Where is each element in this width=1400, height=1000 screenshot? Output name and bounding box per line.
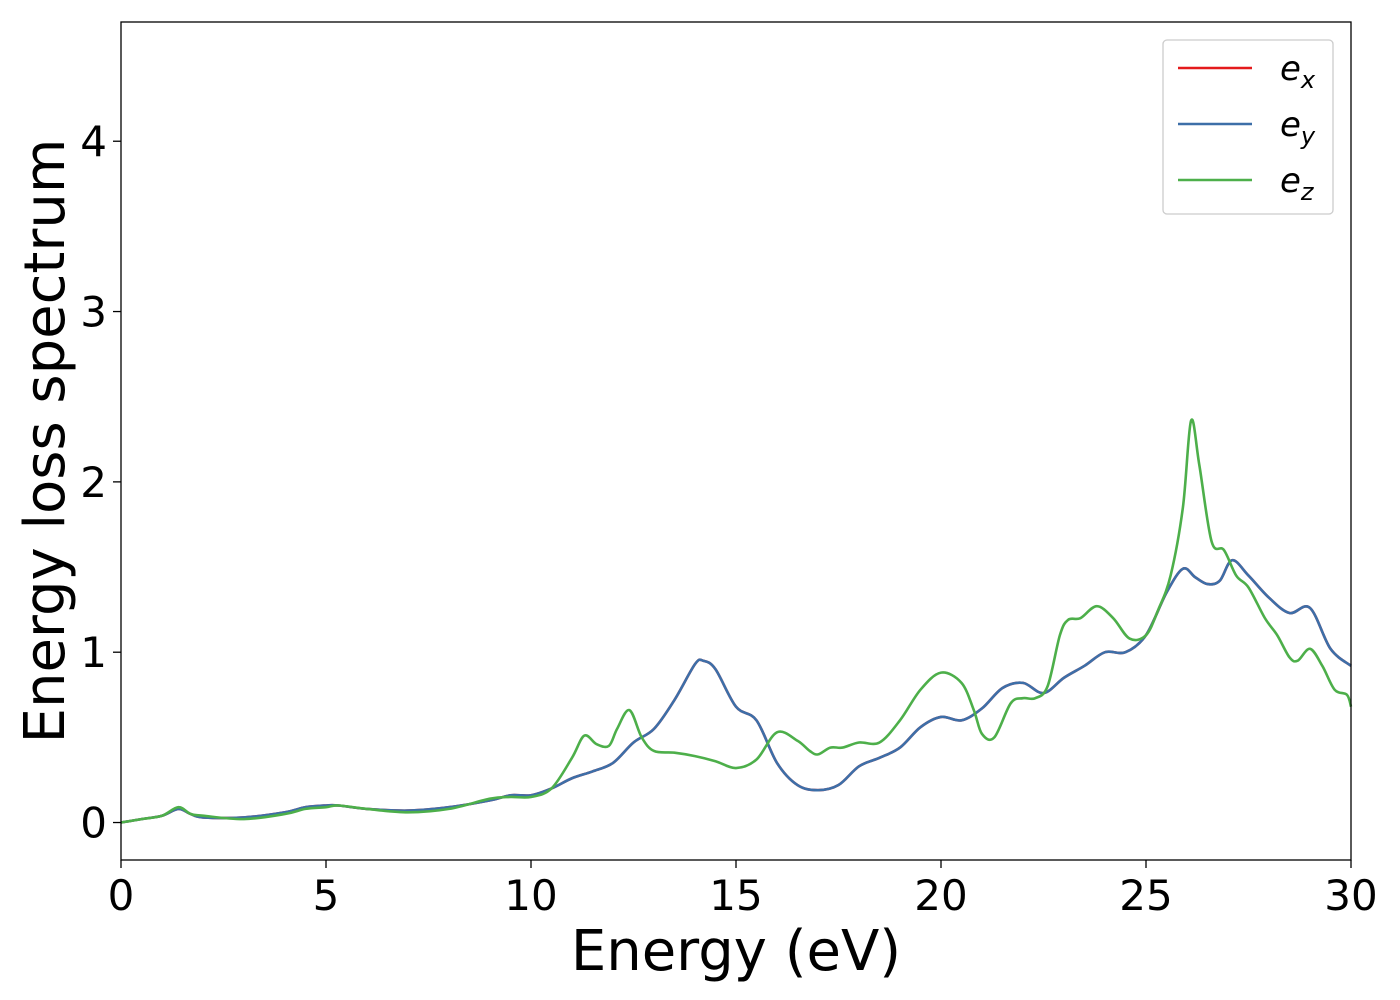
y-tick-label: 3 xyxy=(80,288,107,337)
x-tick-label: 0 xyxy=(108,871,135,920)
x-tick-label: 15 xyxy=(709,871,762,920)
y-tick-label: 1 xyxy=(80,628,107,677)
y-tick-label: 0 xyxy=(80,799,107,848)
series-line-e-z xyxy=(120,418,1353,824)
y-axis-ticks: 0 1 2 3 4 xyxy=(80,117,121,848)
x-tick-label: 20 xyxy=(914,871,967,920)
y-tick-label: 2 xyxy=(80,458,107,507)
series-line-e-x xyxy=(120,558,1352,824)
y-axis-label: Energy loss spectrum xyxy=(13,139,78,744)
x-tick-label: 25 xyxy=(1119,871,1172,920)
legend-box xyxy=(1162,39,1334,215)
plot-lines xyxy=(120,418,1353,824)
x-axis-ticks: 0 5 10 15 20 25 30 xyxy=(108,860,1378,920)
x-tick-label: 10 xyxy=(504,871,557,920)
x-tick-label: 5 xyxy=(313,871,340,920)
series-line-e-y xyxy=(120,558,1352,824)
x-axis-label: Energy (eV) xyxy=(571,919,901,984)
x-tick-label: 30 xyxy=(1324,871,1377,920)
y-tick-label: 4 xyxy=(80,117,107,166)
